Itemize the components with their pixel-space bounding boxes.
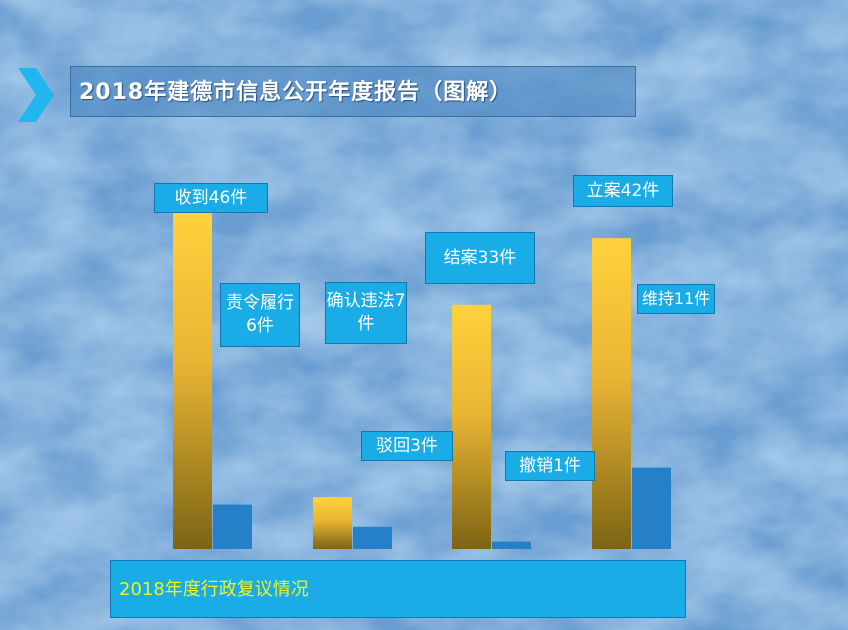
blue-bar-3: [492, 541, 531, 549]
data-label-gold-2: 确认违法7件: [325, 282, 407, 344]
blue-bar-2: [353, 526, 392, 549]
gold-bar-3: [452, 304, 491, 549]
blue-bar-4: [632, 467, 671, 549]
data-label-blue-1: 责令履行6件: [220, 283, 300, 347]
footer-caption: 2018年度行政复议情况: [110, 560, 686, 618]
data-label-gold-3: 结案33件: [425, 232, 535, 284]
gold-bar-4: [592, 238, 631, 549]
data-label-gold-1: 收到46件: [154, 183, 268, 213]
gold-bar-2: [313, 497, 352, 549]
data-label-blue-4: 维持11件: [637, 284, 715, 314]
chevron-right-icon: [18, 68, 54, 122]
data-label-gold-4: 立案42件: [573, 175, 673, 207]
gold-bar-1: [173, 208, 212, 549]
page-title: 2018年建德市信息公开年度报告（图解）: [70, 66, 636, 117]
data-label-blue-3: 撤销1件: [505, 451, 595, 481]
data-label-blue-2: 驳回3件: [361, 431, 453, 461]
blue-bar-1: [213, 504, 252, 549]
